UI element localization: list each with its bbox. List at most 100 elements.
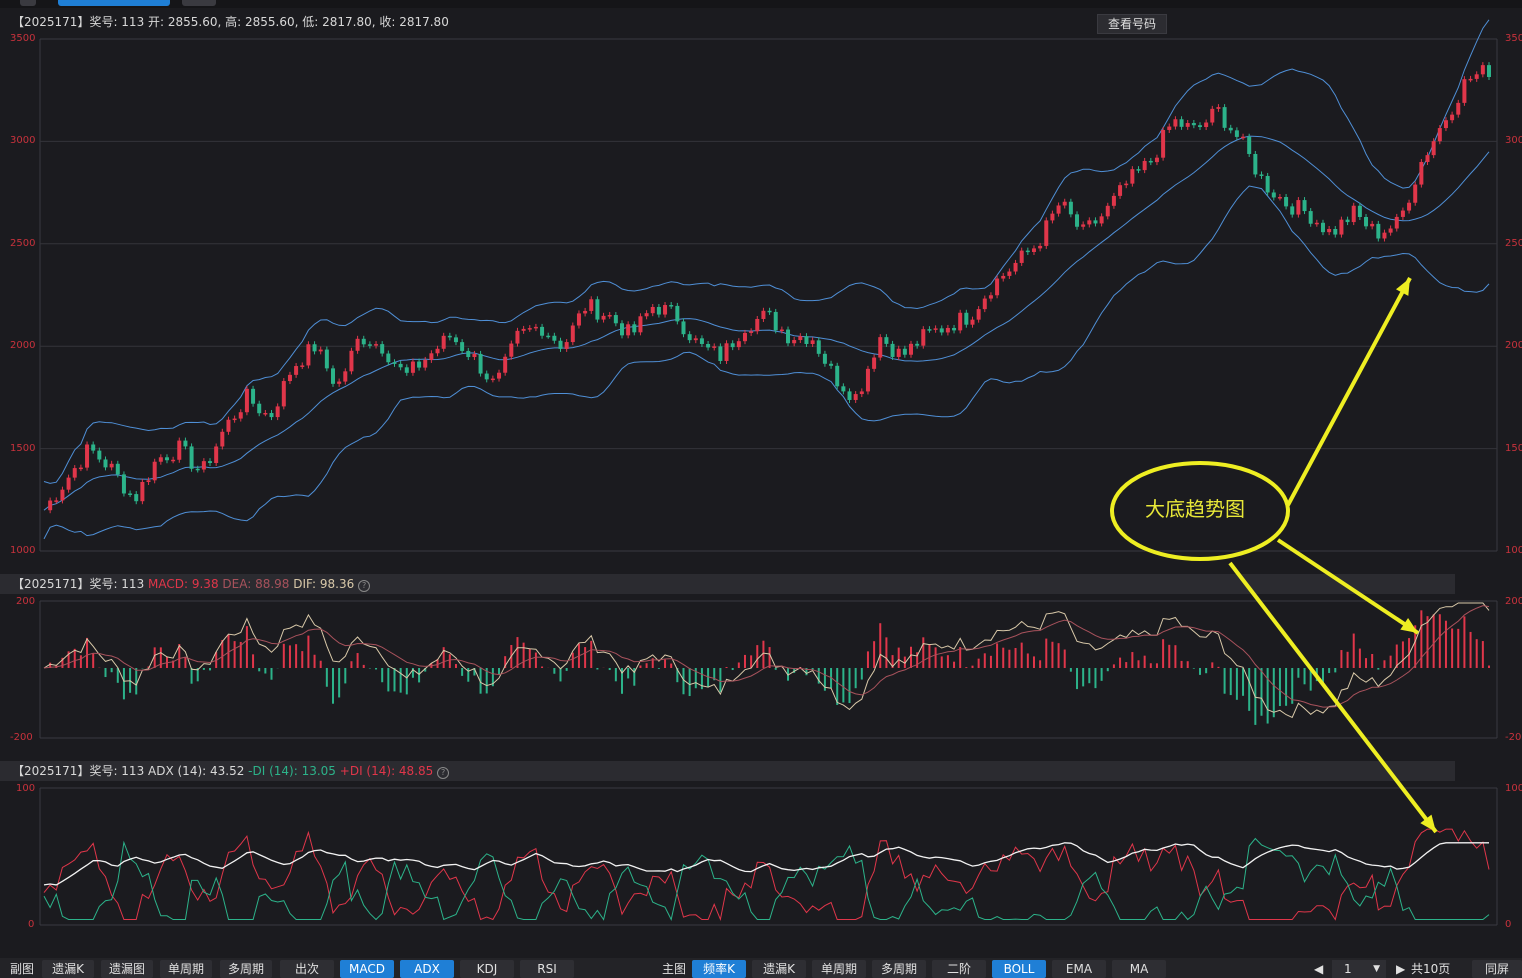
candle-body: [509, 343, 514, 357]
candle-body: [872, 357, 877, 369]
candle-body: [902, 348, 907, 355]
y-tick-right: 150: [1505, 443, 1522, 454]
candle-body: [1253, 153, 1258, 175]
candle-body: [281, 381, 286, 407]
adx-header: 【2025171】奖号: 113 ADX (14): 43.52 -DI (14…: [12, 762, 450, 780]
y-tick-right: 300: [1505, 135, 1522, 146]
candle-body: [1474, 74, 1479, 79]
view-numbers-button[interactable]: 查看号码: [1097, 14, 1167, 34]
main-btn-ema[interactable]: EMA: [1052, 960, 1106, 978]
candle-body: [251, 388, 256, 404]
candle-body: [644, 313, 649, 317]
candle-body: [687, 334, 692, 341]
bottom-toolbar: 副图 遗漏K 遗漏图 单周期 多周期 出次 MACD ADX KDJ RSI 主…: [0, 958, 1522, 978]
adx-line: [43, 842, 1489, 886]
candle-body: [1345, 219, 1350, 223]
macd-y-tick-right: -20: [1505, 732, 1522, 743]
candle-body: [681, 321, 686, 335]
candle-body: [1271, 192, 1276, 198]
candle-body: [810, 340, 815, 344]
macd-y-tick-right: 200: [1505, 596, 1522, 607]
dea-value: DEA: 88.98: [222, 577, 290, 591]
help-icon[interactable]: ?: [358, 580, 371, 592]
top-tab[interactable]: [182, 0, 216, 6]
top-tab-active[interactable]: [58, 0, 170, 6]
next-page-icon[interactable]: ▶: [1396, 962, 1406, 976]
candle-body: [447, 335, 452, 338]
candle-body: [847, 391, 852, 400]
sub-btn-omission-chart[interactable]: 遗漏图: [101, 960, 153, 978]
candle-body: [220, 431, 225, 447]
page-select[interactable]: 1 ▼: [1332, 960, 1386, 978]
sub-btn-multi-period[interactable]: 多周期: [220, 960, 272, 978]
candle-body: [829, 363, 834, 366]
main-btn-boll[interactable]: BOLL: [992, 960, 1046, 978]
help-icon[interactable]: ?: [437, 767, 450, 779]
y-tick-right: 250: [1505, 238, 1522, 249]
y-tick: 3000: [10, 135, 36, 146]
candle-body: [865, 368, 870, 392]
top-tab-small[interactable]: [20, 0, 36, 6]
boll-lower-line: [43, 185, 1490, 540]
candle-body: [103, 459, 108, 468]
candle-body: [1413, 184, 1418, 203]
candle-body: [72, 468, 77, 478]
candle-body: [1339, 219, 1344, 235]
sub-btn-omission-k[interactable]: 遗漏K: [42, 960, 94, 978]
candle-body: [466, 350, 471, 358]
candle-body: [699, 338, 704, 344]
candle-body: [398, 363, 403, 368]
candle-body: [1407, 202, 1412, 211]
candle-body: [552, 335, 557, 341]
sub-btn-rsi[interactable]: RSI: [520, 960, 574, 978]
candle-body: [392, 362, 397, 364]
candle-body: [927, 329, 932, 331]
candle-body: [121, 474, 126, 494]
main-btn-frequency-k[interactable]: 频率K: [692, 960, 746, 978]
main-btn-second-order[interactable]: 二阶: [932, 960, 986, 978]
candle-body: [1087, 220, 1092, 225]
y-tick-right: 200: [1505, 340, 1522, 351]
main-btn-multi-period[interactable]: 多周期: [872, 960, 926, 978]
sync-screen-button[interactable]: 同屏: [1472, 960, 1522, 978]
candle-body: [490, 378, 495, 381]
candle-body: [1081, 224, 1086, 227]
main-btn-single-period[interactable]: 单周期: [812, 960, 866, 978]
candle-body: [331, 368, 335, 384]
main-btn-omission-k[interactable]: 遗漏K: [752, 960, 806, 978]
candle-body: [472, 353, 477, 358]
sub-btn-adx[interactable]: ADX: [400, 960, 454, 978]
candle-body: [576, 313, 581, 326]
candle-body: [1333, 228, 1338, 235]
candle-body: [324, 349, 329, 369]
sub-btn-kdj[interactable]: KDJ: [460, 960, 514, 978]
candle-body: [1148, 160, 1153, 163]
candle-body: [189, 446, 194, 469]
candle-body: [1308, 211, 1313, 224]
adx-y-tick-right: 0: [1505, 919, 1512, 930]
candle-body: [1099, 216, 1104, 224]
candle-body: [300, 365, 305, 367]
candle-body: [915, 343, 920, 346]
page-value: 1: [1344, 962, 1352, 976]
macd-prefix: 【2025171】奖号: 113: [12, 577, 149, 591]
sub-btn-single-period[interactable]: 单周期: [160, 960, 212, 978]
prev-page-icon[interactable]: ◀: [1314, 962, 1324, 976]
main-btn-ma[interactable]: MA: [1112, 960, 1166, 978]
arrow-to-adx: [1228, 561, 1438, 834]
chevron-down-icon: ▼: [1373, 964, 1380, 974]
candle-body: [349, 350, 354, 372]
candle-body: [441, 335, 446, 349]
annotation-label: 大底趋势图: [1145, 497, 1245, 521]
sub-btn-times[interactable]: 出次: [280, 960, 334, 978]
candle-body: [884, 337, 889, 344]
candle-body: [1265, 175, 1270, 193]
candle-body: [164, 457, 169, 461]
candle-body: [60, 489, 65, 501]
candle-body: [54, 500, 59, 502]
candle-body: [724, 343, 729, 361]
sub-btn-macd[interactable]: MACD: [340, 960, 394, 978]
candle-body: [558, 340, 563, 349]
arrow-to-adx-head: [1420, 814, 1436, 832]
